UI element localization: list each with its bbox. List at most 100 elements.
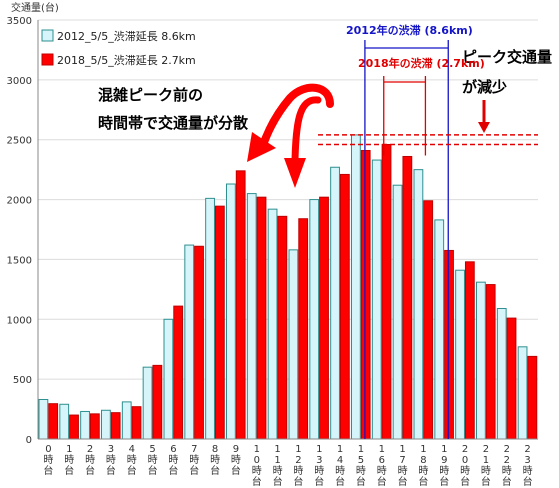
- jam-2018-label: 2018年の渋滞 (2.7km): [358, 56, 485, 70]
- legend-swatch-2012: [41, 29, 54, 42]
- x-tick-label: 9 時台: [231, 444, 241, 477]
- bar-2018: [277, 215, 288, 440]
- x-tick-label: 2 時台: [85, 444, 95, 477]
- curved-arrow-left: [258, 83, 334, 152]
- jam-2012-label: 2012年の渋滞 (8.6km): [346, 23, 473, 37]
- y-axis-label: 交通量(台): [11, 1, 59, 14]
- y-tick-label: 2500: [7, 136, 32, 147]
- x-tick-label: 1 1 時台: [273, 444, 283, 488]
- bar-2012: [101, 409, 111, 440]
- curved-arrow-down: [291, 96, 322, 164]
- bar-2018: [339, 173, 350, 440]
- bar-2012: [184, 244, 195, 440]
- y-tick-label: 500: [13, 375, 32, 386]
- bar-2012: [121, 401, 132, 440]
- x-tick-label: 1 時台: [64, 444, 74, 477]
- peak-shift-line-1: 混雑ピーク前の: [98, 86, 203, 104]
- bar-2018: [69, 414, 79, 440]
- x-tick-label: 3 時台: [106, 444, 116, 477]
- bar-2018: [48, 403, 59, 440]
- bar-2018: [319, 196, 329, 440]
- peak-decrease-line-1: ピーク交通量: [462, 48, 552, 66]
- x-tick-label: 1 4 時台: [335, 444, 345, 488]
- bar-2018: [214, 205, 225, 440]
- bar-2018: [256, 196, 267, 440]
- legend-label-2018: 2018_5/5_渋滞延長 2.7km: [57, 54, 196, 67]
- bar-2012: [517, 346, 528, 440]
- bar-2018: [360, 149, 371, 440]
- x-tick-label: 2 0 時台: [460, 444, 470, 488]
- y-tick-label: 1000: [7, 315, 32, 326]
- bar-2012: [392, 184, 403, 440]
- legend: 2012_5/5_渋滞延長 8.6km 2018_5/5_渋滞延長 2.7km: [41, 29, 196, 67]
- y-tick-label: 1500: [7, 255, 32, 266]
- x-tick-label: 0 時台: [43, 444, 53, 477]
- x-tick-label: 5 時台: [148, 444, 158, 477]
- y-tick-label: 2000: [7, 196, 32, 207]
- bar-2012: [163, 318, 174, 440]
- bar-2012: [309, 199, 320, 440]
- x-tick-label: 2 2 時台: [502, 444, 512, 488]
- bar-2012: [476, 281, 486, 440]
- bar-2018: [402, 155, 413, 440]
- bar-2012: [59, 403, 70, 440]
- bar-2018: [464, 261, 475, 440]
- x-tick-label: 7 時台: [189, 444, 199, 477]
- y-axis-ticks: 0 500 1000 1500 2000 2500 3000 3500: [7, 16, 32, 446]
- x-tick-label: 1 5 時台: [356, 444, 366, 488]
- x-axis-ticks: 0 時台 1 時台 2 時台 3 時台 4 時台 5 時台 6 時台 7 時台 8 時台 9 時台 1 0 時台 1 1 時台 1 2…: [43, 444, 532, 488]
- y-tick-label: 0: [26, 435, 32, 446]
- grid-lines: [38, 19, 538, 380]
- bars: [38, 134, 538, 440]
- bar-2018: [131, 406, 142, 440]
- bar-2018: [485, 284, 496, 440]
- bar-2018: [110, 412, 121, 440]
- bar-2012: [288, 249, 299, 440]
- curved-arrow-down-head: [284, 158, 306, 188]
- bar-2018: [235, 170, 246, 440]
- peak-decrease-line-2: が減少: [462, 78, 507, 96]
- bar-2012: [205, 197, 215, 440]
- bar-2012: [496, 308, 507, 440]
- bar-2012: [226, 183, 236, 440]
- bar-2012: [38, 398, 49, 440]
- bar-2012: [434, 219, 445, 440]
- x-tick-label: 1 9 時台: [439, 444, 449, 488]
- jam-ranges: [318, 40, 538, 439]
- bar-2018: [423, 200, 434, 440]
- x-tick-label: 1 7 時台: [398, 444, 408, 488]
- legend-swatch-2018: [41, 53, 54, 66]
- x-tick-label: 1 8 時台: [418, 444, 428, 488]
- y-tick-label: 3500: [7, 16, 32, 27]
- bar-2012: [330, 166, 340, 440]
- x-tick-label: 2 1 時台: [481, 444, 491, 488]
- bar-2018: [506, 317, 517, 440]
- x-tick-label: 4 時台: [127, 444, 137, 477]
- bar-2018: [152, 364, 163, 440]
- x-tick-label: 1 3 時台: [314, 444, 324, 488]
- bar-2018: [298, 218, 309, 440]
- legend-label-2012: 2012_5/5_渋滞延長 8.6km: [57, 30, 196, 43]
- bar-2018: [194, 245, 204, 440]
- bar-2018: [381, 144, 392, 440]
- bar-2012: [267, 208, 278, 440]
- bar-2012: [371, 159, 382, 440]
- bar-2012: [413, 169, 424, 440]
- x-tick-label: 6 時台: [168, 444, 178, 477]
- bar-2018: [89, 413, 100, 440]
- bar-2018: [444, 249, 454, 440]
- bar-2012: [80, 410, 90, 440]
- x-tick-label: 1 2 時台: [293, 444, 303, 488]
- bar-2012: [351, 134, 361, 440]
- annotations: 混雑ピーク前の 時間帯で交通量が分散 ピーク交通量 が減少 2012年の渋滞 (…: [98, 23, 552, 188]
- bar-2018: [527, 355, 538, 440]
- bar-2012: [142, 366, 153, 440]
- bar-2018: [173, 305, 184, 440]
- peak-shift-line-2: 時間帯で交通量が分散: [98, 114, 249, 132]
- bar-2012: [455, 269, 465, 440]
- x-tick-label: 2 3 時台: [523, 444, 533, 488]
- small-down-arrow-head: [478, 122, 490, 133]
- x-tick-label: 8 時台: [210, 444, 220, 477]
- bar-2012: [246, 193, 257, 440]
